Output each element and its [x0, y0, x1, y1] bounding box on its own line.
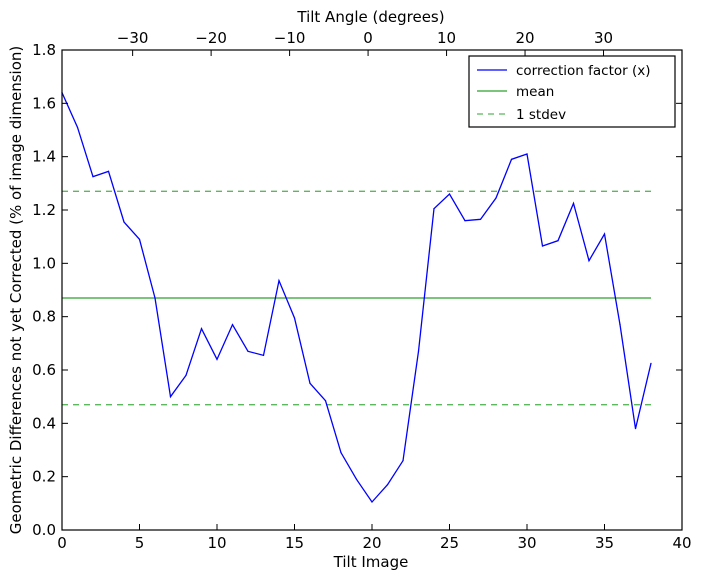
y-tick-label-8: 1.6 — [32, 94, 56, 112]
data-point-0-10 — [216, 358, 218, 360]
data-point-0-19 — [355, 478, 358, 480]
data-point-0-24 — [433, 208, 435, 210]
data-point-0-6 — [154, 297, 156, 299]
x-tick-label-3: 15 — [285, 534, 304, 552]
y-tick-label-0: 0.0 — [32, 521, 56, 539]
data-point-0-3 — [107, 170, 110, 172]
data-point-0-25 — [448, 193, 451, 195]
x-axis-title: Tilt Image — [333, 553, 409, 571]
data-point-0-30 — [526, 153, 528, 155]
legend-label-mean: mean — [516, 84, 554, 100]
y-tick-label-3: 0.6 — [32, 361, 56, 379]
y-tick-label-9: 1.8 — [32, 41, 56, 59]
data-point-0-23 — [417, 350, 420, 352]
y-tick-label-6: 1.2 — [32, 201, 56, 219]
x-tick-label-1: 5 — [135, 534, 145, 552]
data-point-0-14 — [278, 280, 280, 282]
data-point-0-2 — [92, 176, 94, 178]
data-point-0-26 — [464, 220, 466, 222]
legend-label-correction-factor: correction factor (x) — [516, 63, 651, 79]
x-tick-label-6: 30 — [517, 534, 536, 552]
x2-tick-label-1: −20 — [195, 29, 227, 47]
y-tick-label-1: 0.2 — [32, 468, 56, 486]
legend: correction factor (x) mean 1 stdev — [468, 55, 676, 128]
data-point-0-33 — [572, 202, 575, 204]
data-point-0-38 — [650, 362, 652, 364]
axes-layer: 0 5 10 15 20 25 30 35 40 −30 −20 −10 0 10 20 30 0.0 0.2 0.… — [32, 29, 691, 552]
data-point-0-34 — [588, 260, 590, 262]
data-point-0-28 — [495, 197, 497, 199]
x-tick-label-2: 10 — [207, 534, 226, 552]
x-tick-label-8: 40 — [672, 534, 691, 552]
x-tick-label-5: 25 — [440, 534, 459, 552]
x2-tick-label-4: 10 — [437, 29, 456, 47]
x2-tick-label-5: 20 — [515, 29, 534, 47]
y-axis-title: Geometric Differences not yet Corrected … — [7, 46, 25, 535]
x2-tick-label-0: −30 — [117, 29, 149, 47]
y-tick-label-7: 1.4 — [32, 148, 56, 166]
data-point-0-20 — [371, 501, 373, 503]
data-point-0-15 — [293, 317, 296, 319]
data-point-0-37 — [634, 428, 637, 430]
data-point-0-29 — [510, 158, 513, 160]
data-point-0-1 — [76, 126, 79, 128]
y-tick-label-2: 0.4 — [32, 414, 56, 432]
data-point-0-16 — [309, 382, 311, 384]
y-tick-label-4: 0.8 — [32, 308, 56, 326]
x2-axis-title: Tilt Angle (degrees) — [296, 8, 444, 26]
data-point-0-11 — [231, 324, 234, 326]
x-tick-label-7: 35 — [595, 534, 614, 552]
data-point-0-17 — [324, 400, 327, 402]
y-tick-label-5: 1.0 — [32, 254, 56, 272]
data-point-0-32 — [557, 240, 559, 242]
data-point-0-21 — [386, 484, 389, 486]
data-point-0-4 — [123, 221, 125, 223]
data-point-0-22 — [402, 460, 404, 462]
x2-tick-label-3: 0 — [363, 29, 373, 47]
data-point-0-8 — [185, 374, 187, 376]
data-point-0-7 — [169, 396, 172, 398]
x-tick-label-4: 20 — [362, 534, 381, 552]
data-point-0-35 — [603, 233, 606, 235]
legend-label-stdev: 1 stdev — [516, 107, 566, 123]
data-point-0-9 — [200, 328, 203, 330]
data-point-0-13 — [262, 354, 265, 356]
data-point-0-31 — [541, 245, 544, 247]
x2-tick-label-2: −10 — [274, 29, 306, 47]
data-point-0-36 — [619, 324, 621, 326]
data-point-0-5 — [138, 238, 141, 240]
x2-tick-label-6: 30 — [594, 29, 613, 47]
x-tick-label-0: 0 — [57, 534, 67, 552]
data-point-0-18 — [340, 452, 342, 454]
data-layer — [61, 92, 652, 504]
data-point-0-12 — [247, 350, 249, 352]
data-point-0-27 — [479, 218, 482, 220]
